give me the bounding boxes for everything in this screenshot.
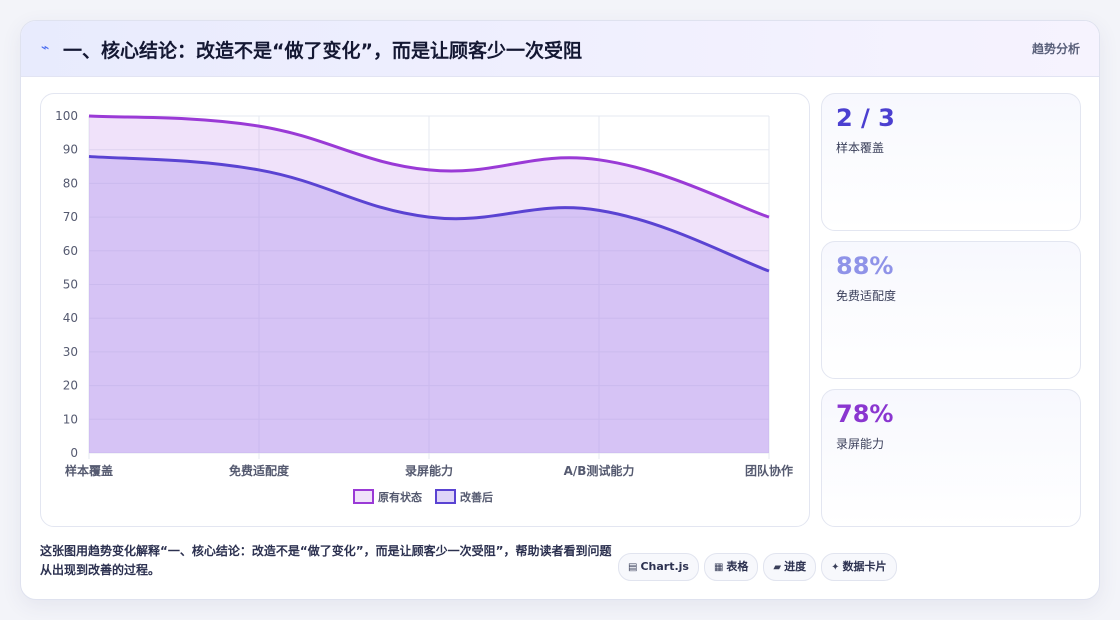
stat-value: 2 / 3	[836, 104, 895, 132]
chart-icon: ▤	[628, 562, 638, 573]
y-tick-label: 70	[63, 210, 78, 224]
chip-label: 进度	[784, 560, 807, 573]
x-tick-label: A/B测试能力	[564, 463, 635, 478]
stat-label: 样本覆盖	[836, 141, 885, 155]
chip-progress[interactable]: ▰ 进度	[763, 553, 817, 581]
x-tick-label: 录屏能力	[405, 463, 453, 478]
stat-card-coverage: 2 / 3 样本覆盖	[821, 93, 1081, 231]
trend-analysis-tag[interactable]: 趋势分析	[1031, 42, 1080, 56]
trend-chart: 0 10 20 30 40 50 60 70 80 90 100 样本覆盖 免费适配度 录屏能力 A/B测试…	[55, 109, 793, 504]
stat-card-free-fit: 88% 免费适配度	[821, 241, 1081, 379]
y-tick-label: 90	[63, 143, 78, 157]
legend-label: 原有状态	[378, 490, 422, 504]
x-tick-label: 免费适配度	[229, 463, 290, 478]
stat-value: 78%	[836, 400, 894, 428]
y-tick-label: 40	[63, 311, 78, 325]
card-header: ⌁ 一、核心结论：改造不是“做了变化”，而是让顾客少一次受阻 趋势分析	[21, 21, 1099, 77]
chart-caption: 这张图用趋势变化解释“一、核心结论：改造不是“做了变化”，而是让顾客少一次受阻”…	[40, 544, 612, 577]
page-title: 一、核心结论：改造不是“做了变化”，而是让顾客少一次受阻	[63, 40, 582, 62]
y-tick-label: 80	[63, 176, 78, 190]
x-tick-label: 团队协作	[745, 463, 793, 478]
progress-icon: ▰	[773, 562, 782, 573]
table-icon: ▦	[713, 562, 724, 573]
chip-chartjs[interactable]: ▤ Chart.js	[618, 553, 699, 581]
y-tick-label: 50	[63, 278, 78, 292]
stat-value: 88%	[836, 252, 894, 280]
chip-data-card[interactable]: ✦ 数据卡片	[821, 553, 897, 581]
tech-chips: ▤ Chart.js ▦ 表格 ▰ 进度 ✦ 数据卡片	[618, 553, 902, 581]
lightning-icon: ⌁	[41, 40, 50, 56]
main-card: ⌁ 一、核心结论：改造不是“做了变化”，而是让顾客少一次受阻 趋势分析 0 10 2…	[20, 20, 1100, 600]
chart-panel: 0 10 20 30 40 50 60 70 80 90 100 样本覆盖 免费适配度 录屏能力 A/B测试…	[40, 93, 810, 527]
y-tick-label: 0	[70, 446, 78, 460]
stat-label: 免费适配度	[836, 289, 897, 303]
y-tick-label: 60	[63, 244, 78, 258]
y-tick-label: 30	[63, 345, 78, 359]
chip-table[interactable]: ▦ 表格	[703, 553, 759, 581]
series-line-0	[88, 114, 770, 219]
chip-label: 表格	[726, 560, 749, 573]
series-area-0	[89, 116, 769, 453]
x-tick-label: 样本覆盖	[65, 463, 113, 478]
legend-swatch	[353, 489, 374, 504]
chip-label: Chart.js	[640, 560, 689, 573]
chip-label: 数据卡片	[842, 560, 887, 573]
y-tick-label: 100	[55, 109, 78, 123]
legend-swatch	[435, 489, 456, 504]
series-area-1	[89, 156, 769, 453]
series-line-1	[88, 154, 770, 273]
stat-label: 录屏能力	[836, 437, 885, 451]
stat-card-recording: 78% 录屏能力	[821, 389, 1081, 527]
y-tick-label: 10	[63, 412, 78, 426]
card-icon: ✦	[831, 562, 840, 573]
legend-label: 改善后	[460, 490, 493, 504]
y-tick-label: 20	[63, 379, 78, 393]
